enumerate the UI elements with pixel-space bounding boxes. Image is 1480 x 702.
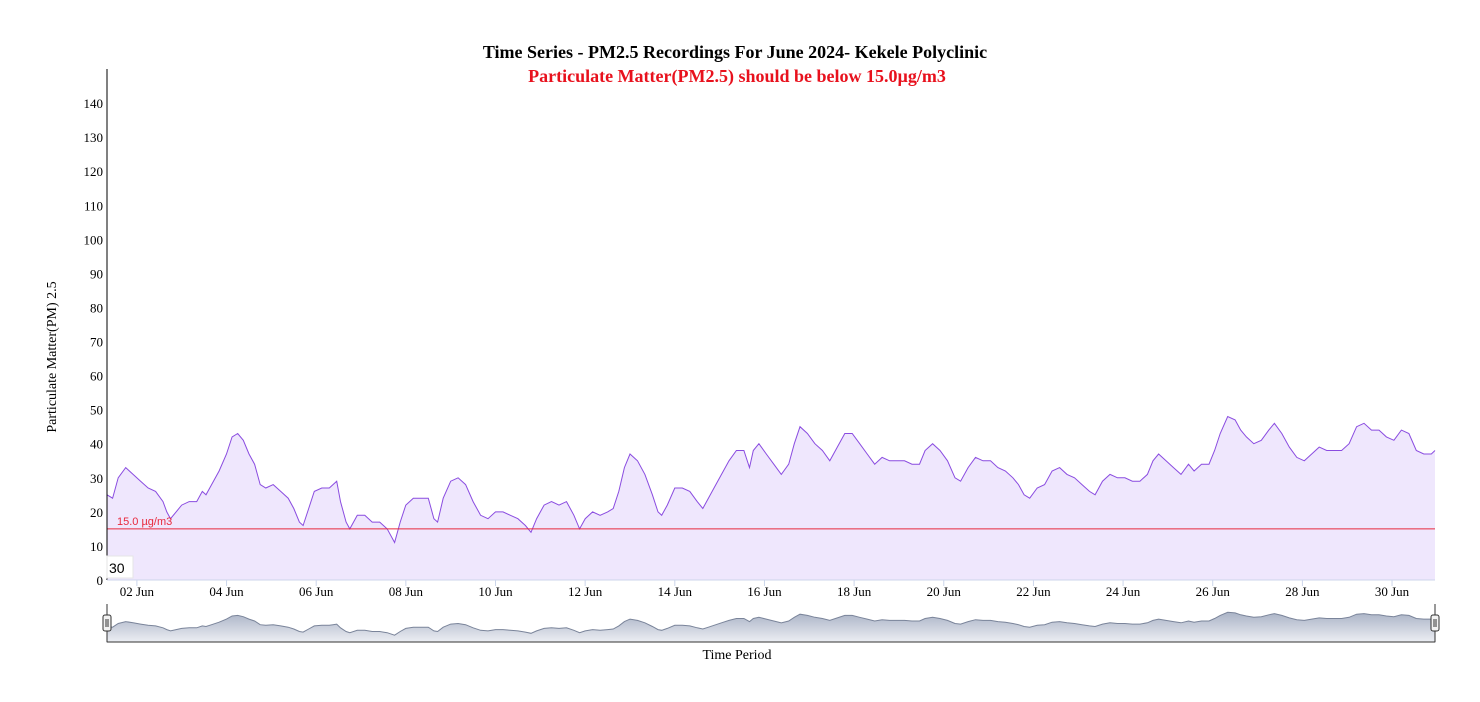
y-tick-label: 90 [90, 266, 103, 281]
y-tick-label: 70 [90, 335, 103, 350]
x-tick-label: 02 Jun [120, 584, 155, 599]
navigator-handle-left[interactable] [102, 614, 112, 632]
x-tick-label: 08 Jun [389, 584, 424, 599]
y-tick-label: 120 [84, 164, 104, 179]
range-badge-label: 30 [109, 560, 125, 576]
y-tick-label: 130 [84, 130, 104, 145]
x-tick-label: 10 Jun [478, 584, 513, 599]
y-axis-label: Particulate Matter(PM) 2.5 [45, 281, 60, 432]
x-tick-label: 12 Jun [568, 584, 603, 599]
x-tick-label: 24 Jun [1106, 584, 1141, 599]
y-tick-label: 140 [84, 96, 104, 111]
y-tick-label: 40 [90, 437, 103, 452]
x-tick-label: 20 Jun [927, 584, 962, 599]
y-tick-label: 50 [90, 403, 103, 418]
y-tick-label: 60 [90, 369, 103, 384]
handle-grip [1430, 614, 1440, 632]
x-tick-label: 26 Jun [1196, 584, 1231, 599]
navigator-handle-right[interactable] [1430, 614, 1440, 632]
handle-grip [102, 614, 112, 632]
plot-area[interactable]: 15.0 µg/m3 [106, 415, 1436, 581]
x-tick-label: 30 Jun [1375, 584, 1410, 599]
y-tick-label: 0 [97, 573, 104, 588]
threshold-label: 15.0 µg/m3 [117, 516, 172, 528]
x-tick-label: 16 Jun [747, 584, 782, 599]
chart-subtitle: Particulate Matter(PM2.5) should be belo… [528, 66, 946, 87]
x-tick-label: 14 Jun [658, 584, 693, 599]
y-tick-label: 30 [90, 471, 103, 486]
y-tick-label: 100 [84, 232, 104, 247]
chart-title: Time Series - PM2.5 Recordings For June … [483, 42, 987, 62]
y-tick-label: 10 [90, 539, 103, 554]
x-axis-label: Time Period [702, 648, 771, 663]
y-tick-label: 20 [90, 505, 103, 520]
x-tick-label: 06 Jun [299, 584, 334, 599]
navigator[interactable] [102, 604, 1440, 643]
x-tick-label: 22 Jun [1016, 584, 1051, 599]
x-tick-label: 04 Jun [209, 584, 244, 599]
range-badge: 30 [106, 555, 134, 579]
pm25-area [107, 416, 1435, 580]
y-tick-label: 110 [84, 198, 103, 213]
y-tick-label: 80 [90, 300, 103, 315]
y-axis-ticks: 0 10 20 30 40 50 60 70 80 90 100 110 120 130 140 [84, 96, 104, 588]
x-axis-ticks: 02 Jun 04 Jun 06 Jun 08 Jun 10 Jun 12 Jun 14 J… [120, 580, 1410, 599]
navigator-series [106, 611, 1436, 643]
x-tick-label: 18 Jun [837, 584, 872, 599]
x-tick-label: 28 Jun [1285, 584, 1320, 599]
pm25-line [106, 415, 1436, 544]
